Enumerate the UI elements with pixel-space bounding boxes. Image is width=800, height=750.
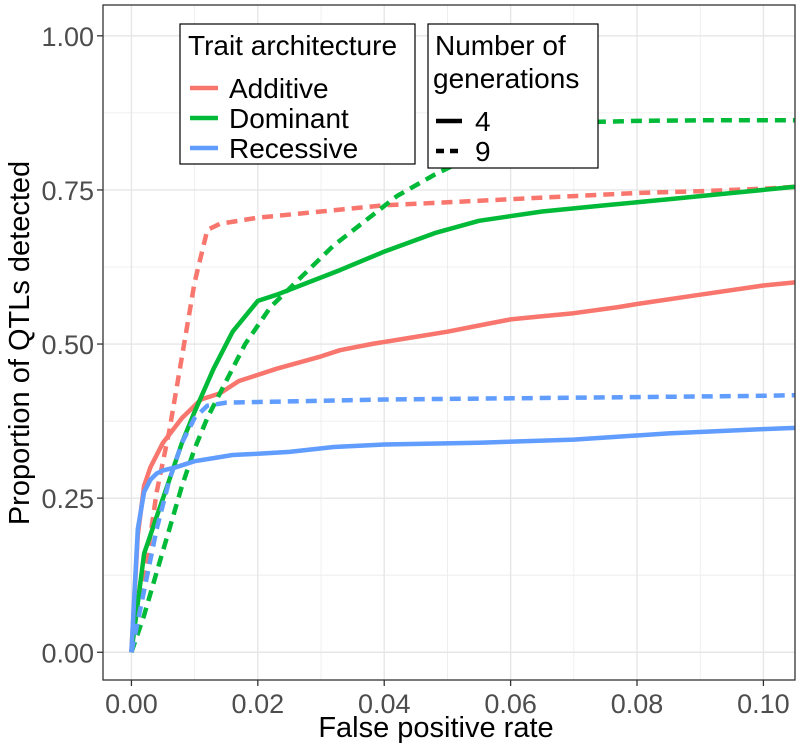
panel-border — [102, 4, 796, 681]
y-tick-label: 0.00 — [41, 638, 94, 668]
x-tick-label: 0.00 — [105, 689, 158, 719]
x-tick-label: 0.08 — [611, 689, 664, 719]
x-tick-label: 0.02 — [232, 689, 285, 719]
series-lines — [129, 118, 796, 654]
x-tick-label: 0.04 — [358, 689, 411, 719]
y-tick-label: 0.50 — [41, 330, 94, 360]
legend-label-additive: Additive — [229, 73, 329, 104]
legend-label-9-generations: 9 — [475, 136, 491, 167]
series-line-recessive-4-generations — [129, 425, 796, 653]
series-line-recessive-9-generations — [129, 392, 796, 653]
series-line-additive-4-generations — [129, 280, 796, 653]
legend-number-of-generations: Number of generations 49 — [427, 23, 599, 169]
legend-trait-architecture: Trait architecture AdditiveDominantReces… — [179, 23, 416, 165]
x-tick-label: 0.10 — [737, 689, 790, 719]
y-tick-label: 1.00 — [41, 22, 94, 52]
legend-label-4-generations: 4 — [475, 106, 491, 137]
series-line-dominant-9-generations — [129, 118, 795, 654]
y-axis-title: Proportion of QTLs detected — [4, 161, 36, 525]
x-axis-title: False positive rate — [318, 712, 553, 744]
legend-linetype-title-line2: generations — [433, 63, 579, 94]
legend-label-dominant: Dominant — [229, 103, 349, 134]
y-tick-label: 0.75 — [41, 176, 94, 206]
series-line-additive-9-generations — [129, 184, 796, 653]
x-tick-label: 0.06 — [484, 689, 537, 719]
y-tick-label: 0.25 — [41, 484, 94, 514]
legend-linetype-title-line1: Number of — [435, 30, 566, 61]
axes: 0.00 0.02 0.04 0.06 0.08 0.10 0.00 0.25 0.50 0.75… — [41, 4, 796, 719]
legend-label-recessive: Recessive — [229, 133, 358, 164]
legend-color-title: Trait architecture — [188, 30, 397, 61]
